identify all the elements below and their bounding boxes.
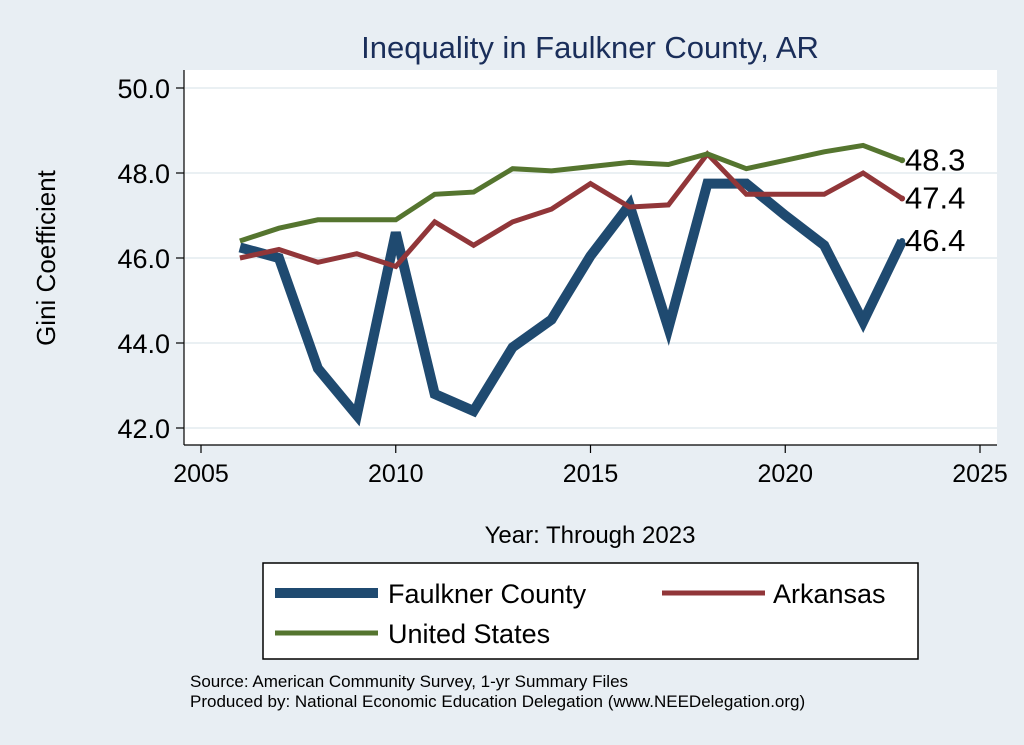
legend-label-us: United States [388, 619, 550, 649]
y-axis-label: Gini Coefficient [31, 169, 61, 346]
chart-title: Inequality in Faulkner County, AR [361, 30, 819, 65]
y-tick-label: 46.0 [117, 244, 170, 274]
x-tick-label: 2015 [563, 460, 619, 488]
x-tick-label: 2005 [173, 460, 229, 488]
legend-label-faulkner: Faulkner County [388, 579, 587, 609]
series-end-point-arkansas [899, 195, 906, 202]
y-tick-label: 50.0 [117, 74, 170, 104]
x-tick-label: 2025 [952, 460, 1008, 488]
series-lines [238, 142, 907, 427]
x-tick-label: 2020 [757, 460, 813, 488]
y-ticks: 42.0 44.0 46.0 48.0 50.0 [117, 74, 184, 444]
end-label: 48.3 [905, 142, 965, 177]
legend-box [262, 562, 919, 660]
y-tick-label: 44.0 [117, 329, 170, 359]
legend: Faulkner County Arkansas United States [262, 562, 919, 660]
source-note: Source: American Community Survey, 1-yr … [190, 672, 629, 691]
series-line-united-states [239, 142, 903, 244]
series-line-faulkner-county [238, 178, 907, 427]
producer-note: Produced by: National Economic Education… [190, 692, 806, 711]
end-label: 46.4 [905, 223, 965, 258]
y-tick-label: 42.0 [117, 414, 170, 444]
legend-label-arkansas: Arkansas [773, 579, 886, 609]
x-axis-label: Year: Through 2023 [485, 522, 696, 549]
end-labels: 48.3 47.4 46.4 [905, 142, 965, 258]
end-label: 47.4 [905, 181, 965, 216]
x-tick-label: 2010 [368, 460, 424, 488]
x-ticks: 2005 2010 2015 2020 2025 [173, 445, 1008, 488]
series-end-point-faulkner-county [899, 238, 906, 244]
series-end-point-united-states [899, 157, 906, 164]
y-tick-label: 48.0 [117, 159, 170, 189]
series-line-arkansas [239, 150, 904, 270]
